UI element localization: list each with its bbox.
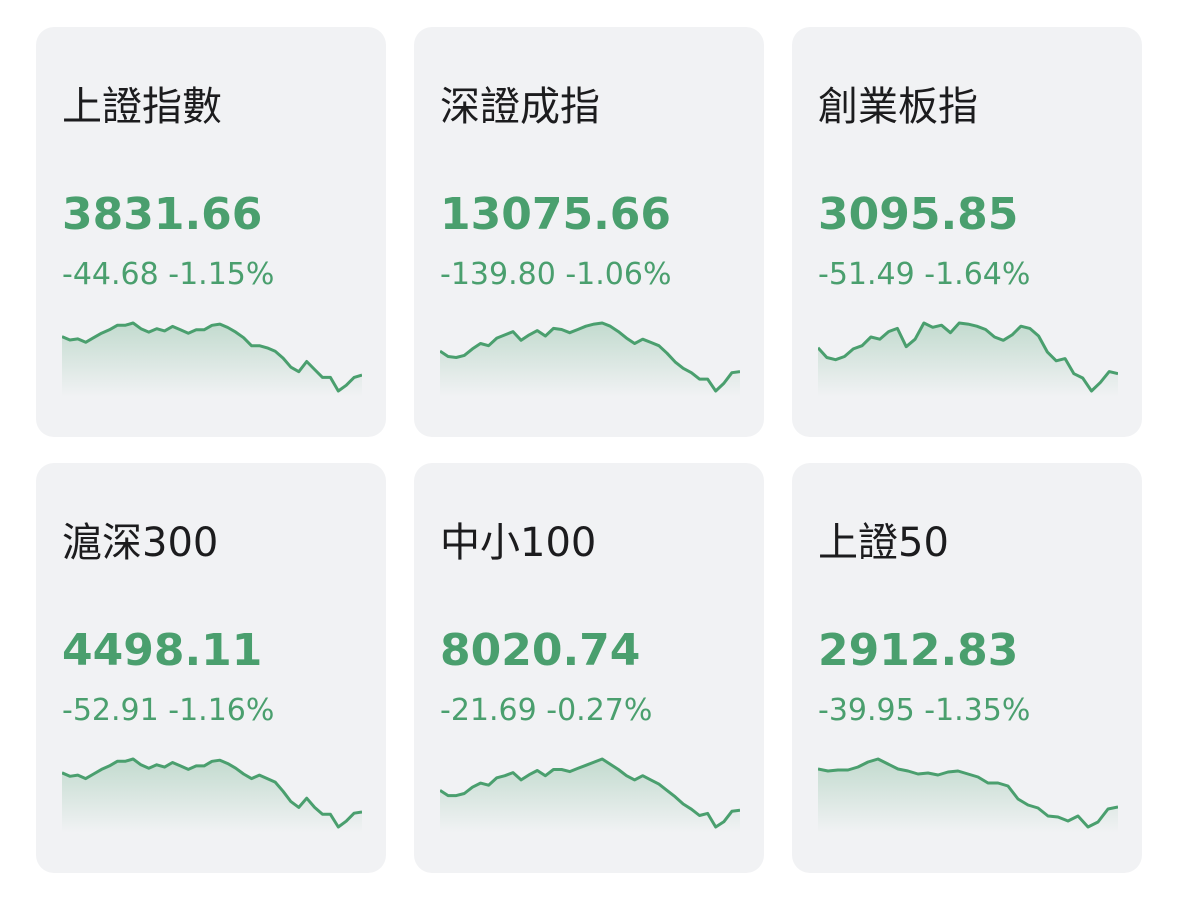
index-name: 創業板指 [818, 84, 978, 130]
sparkline-line [818, 321, 1118, 393]
index-change: -139.80 -1.06% [440, 260, 671, 290]
index-name: 滬深300 [62, 520, 219, 566]
change-percent: -0.27% [546, 693, 653, 728]
index-change: -39.95 -1.35% [818, 696, 1030, 726]
change-percent: -1.16% [168, 693, 275, 728]
sparkline-line [440, 321, 740, 393]
change-value: -44.68 [62, 257, 159, 292]
index-card[interactable]: 上證50 2912.83 -39.95 -1.35% [792, 463, 1142, 873]
sparkline-area [818, 759, 1118, 833]
index-price: 8020.74 [440, 625, 641, 676]
index-name: 上證50 [818, 520, 949, 566]
sparkline-chart [440, 321, 740, 397]
index-card[interactable]: 上證指數 3831.66 -44.68 -1.15% [36, 27, 386, 437]
index-price: 3095.85 [818, 189, 1019, 240]
sparkline-line [62, 321, 362, 393]
change-value: -139.80 [440, 257, 556, 292]
sparkline-chart [62, 321, 362, 397]
sparkline-area [62, 323, 362, 397]
change-percent: -1.64% [924, 257, 1031, 292]
index-card[interactable]: 深證成指 13075.66 -139.80 -1.06% [414, 27, 764, 437]
change-percent: -1.35% [924, 693, 1031, 728]
sparkline-chart [818, 757, 1118, 833]
sparkline-chart [62, 757, 362, 833]
change-value: -52.91 [62, 693, 159, 728]
index-change: -51.49 -1.64% [818, 260, 1030, 290]
sparkline-line [62, 757, 362, 829]
sparkline-area [440, 323, 740, 397]
index-price: 13075.66 [440, 189, 672, 240]
index-change: -44.68 -1.15% [62, 260, 274, 290]
index-grid: 上證指數 3831.66 -44.68 -1.15% 深證成指 13075.66… [36, 27, 1142, 873]
index-name: 上證指數 [62, 84, 222, 130]
index-change: -52.91 -1.16% [62, 696, 274, 726]
index-name: 中小100 [440, 520, 597, 566]
sparkline-line [818, 757, 1118, 829]
index-name: 深證成指 [440, 84, 600, 130]
index-price: 4498.11 [62, 625, 263, 676]
sparkline-chart [818, 321, 1118, 397]
index-card[interactable]: 創業板指 3095.85 -51.49 -1.64% [792, 27, 1142, 437]
index-card[interactable]: 中小100 8020.74 -21.69 -0.27% [414, 463, 764, 873]
index-card[interactable]: 滬深300 4498.11 -52.91 -1.16% [36, 463, 386, 873]
index-price: 3831.66 [62, 189, 263, 240]
change-percent: -1.06% [565, 257, 672, 292]
sparkline-chart [440, 757, 740, 833]
change-value: -51.49 [818, 257, 915, 292]
sparkline-line [440, 757, 740, 829]
sparkline-area [818, 323, 1118, 397]
change-value: -39.95 [818, 693, 915, 728]
sparkline-area [62, 759, 362, 833]
index-change: -21.69 -0.27% [440, 696, 652, 726]
change-percent: -1.15% [168, 257, 275, 292]
change-value: -21.69 [440, 693, 537, 728]
index-price: 2912.83 [818, 625, 1019, 676]
sparkline-area [440, 759, 740, 833]
